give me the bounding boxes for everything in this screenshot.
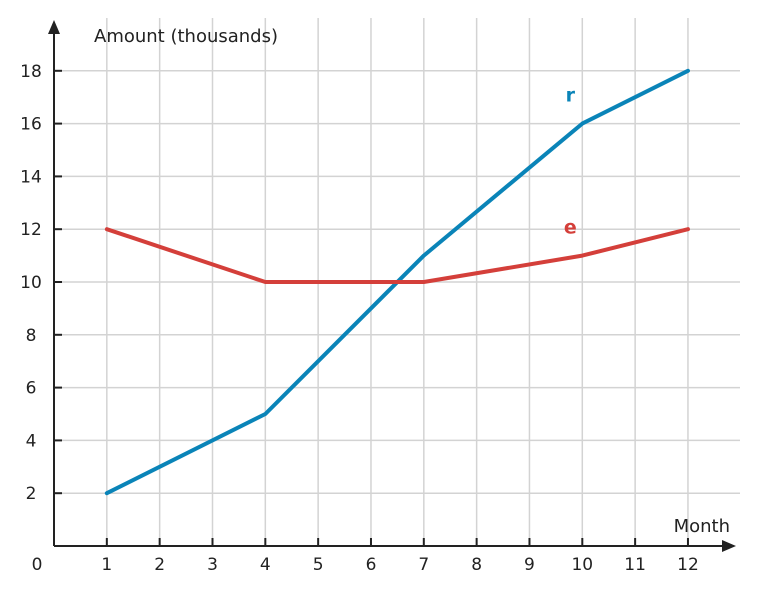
x-tick-label: 7 — [418, 555, 429, 575]
x-tick-label: 10 — [571, 555, 593, 575]
x-tick-label: 2 — [154, 555, 165, 575]
axes — [48, 20, 736, 552]
series-labels: re — [564, 85, 577, 239]
x-tick-labels: 1 2 3 4 5 6 7 8 9 10 11 12 — [101, 555, 698, 575]
series-label-e: e — [564, 217, 577, 239]
x-tick-label: 8 — [471, 555, 482, 575]
y-tick-label: 10 — [20, 273, 42, 293]
series-line-e — [104, 227, 690, 284]
x-axis-title: Month — [674, 516, 730, 537]
y-tick-label: 12 — [20, 220, 42, 240]
x-tick-label: 3 — [207, 555, 218, 575]
x-tick-label: 5 — [313, 555, 324, 575]
y-tick-label: 14 — [20, 167, 42, 187]
y-tick-label: 6 — [26, 379, 37, 399]
x-tick-label: 11 — [624, 555, 646, 575]
y-tick-label: 8 — [26, 326, 37, 346]
y-tick-label: 18 — [20, 62, 42, 82]
x-tick-label: 4 — [260, 555, 271, 575]
x-tick-label: 9 — [524, 555, 535, 575]
y-tick-label: 4 — [26, 431, 37, 451]
y-tick-label: 16 — [20, 115, 42, 135]
series-label-r: r — [566, 85, 576, 107]
y-tick-labels: 2 4 6 8 10 12 14 16 18 — [20, 62, 42, 504]
y-tick-label: 2 — [26, 484, 37, 504]
y-axis-title: Amount (thousands) — [94, 26, 278, 47]
x-tick-label: 1 — [101, 555, 112, 575]
y-axis-arrow — [48, 20, 60, 34]
x-axis-arrow — [722, 540, 736, 552]
x-tick-label: 12 — [677, 555, 699, 575]
series-lines — [104, 68, 690, 496]
origin-label: 0 — [32, 555, 43, 575]
x-tick-label: 6 — [366, 555, 377, 575]
